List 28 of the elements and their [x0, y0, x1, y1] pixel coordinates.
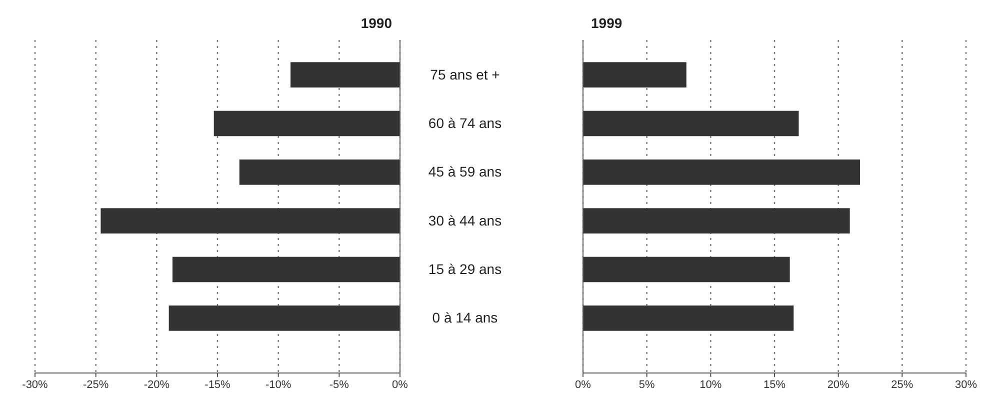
chart-title: 1999	[591, 15, 622, 31]
bar	[583, 208, 850, 234]
y-tick-label: 15 à 29 ans	[428, 260, 502, 277]
x-tick-label: -30%	[22, 378, 48, 391]
y-tick-label: 45 à 59 ans	[428, 164, 502, 180]
x-tick-label: 10%	[700, 378, 722, 391]
x-tick-label: 0%	[575, 378, 592, 391]
x-tick-label: 5%	[638, 378, 655, 391]
x-tick-label: -25%	[82, 378, 109, 391]
x-tick-label: 30%	[954, 378, 978, 391]
x-tick-label: -15%	[204, 378, 231, 391]
y-tick-label: 60 à 74 ans	[428, 114, 502, 131]
x-tick-label: -10%	[265, 378, 292, 391]
bar	[583, 62, 686, 88]
chart-title: 1990	[360, 15, 392, 31]
bar	[583, 110, 799, 136]
x-tick-label: 15%	[763, 378, 786, 391]
bar	[583, 306, 794, 331]
bar	[583, 160, 860, 185]
x-tick-label: 20%	[827, 378, 850, 391]
x-tick-label: 0%	[392, 378, 408, 391]
x-tick-label: -20%	[144, 378, 170, 391]
y-tick-label: 30 à 44 ans	[428, 212, 502, 228]
y-tick-label: 0 à 14 ans	[432, 310, 498, 326]
x-tick-label: -5%	[329, 378, 350, 391]
x-tick-label: 25%	[891, 378, 914, 391]
y-tick-label: 75 ans et +	[430, 66, 500, 82]
bar	[583, 256, 790, 282]
